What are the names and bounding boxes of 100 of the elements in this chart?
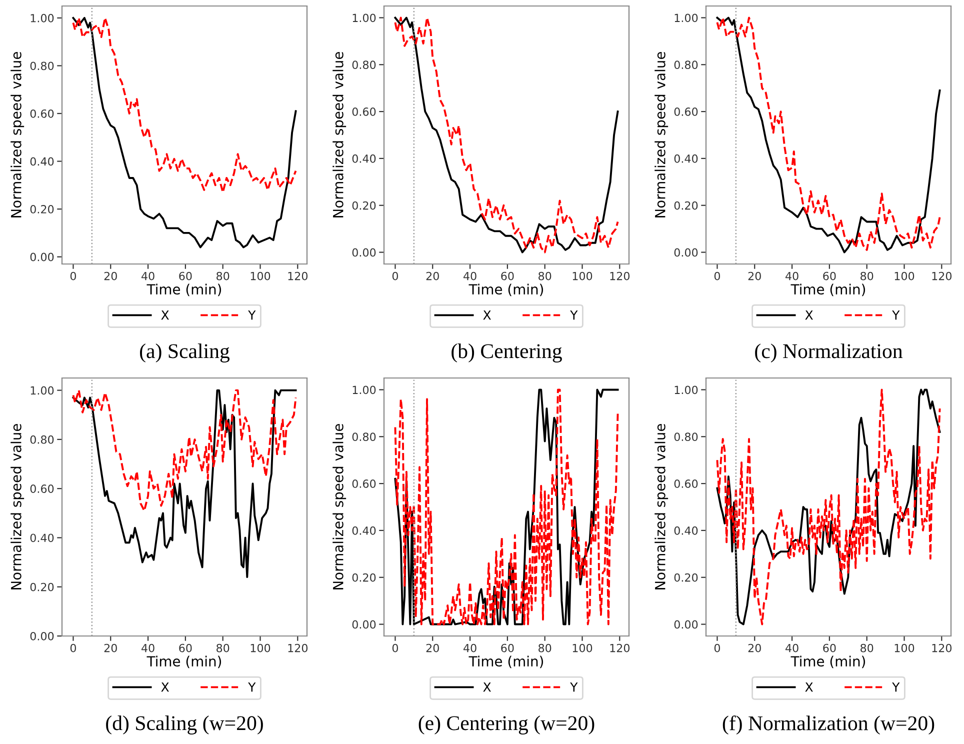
legend-label: Y [248,682,256,692]
text: (f) Normalization (w=20) [722,715,934,735]
y-tick-label: 1.00 [352,386,376,394]
line-series [716,388,941,626]
legend-label: X [805,682,813,692]
x-tick-label: 120 [288,644,308,652]
y-tick-label: 1.00 [352,14,376,22]
x-tick-label: 40 [464,644,476,652]
x-tick-label: 120 [932,644,952,652]
text: (a) Scaling [140,344,230,362]
y-axis-title: Normalized speed value [654,424,668,590]
x-tick-label: 100 [250,272,270,280]
y-tick-label: 0.60 [30,109,54,118]
legend-label: Y [570,682,578,692]
x-tick-label: 0 [392,644,398,652]
y-tick-label: 0.80 [30,62,54,70]
y-tick-label: 0.60 [674,108,698,116]
x-tick-label: 60 [823,272,836,280]
x-tick-label: 60 [179,272,192,280]
x-tick-label: 60 [179,644,192,652]
x-tick-label: 80 [860,272,874,280]
x-tick-label: 100 [572,644,592,652]
x-tick-label: 0 [714,272,720,280]
x-tick-label: 120 [288,272,308,280]
y-tick-label: 0.20 [352,573,376,582]
x-tick-label: 80 [216,644,230,652]
y-tick-label: 0.00 [30,632,54,640]
text: (e) Centering (w=20) [418,716,594,734]
legend-label: X [483,310,491,320]
x-tick-label: 40 [464,272,476,280]
x-tick-label: 80 [860,644,874,652]
y-tick-label: 0.60 [352,108,376,116]
x-tick-label: 80 [538,644,552,652]
x-tick-label: 80 [538,272,552,280]
legend-label: Y [892,310,900,320]
y-tick-label: 1.00 [674,386,698,394]
text: (c) Normalization [755,344,903,362]
x-tick-label: 80 [216,272,230,280]
y-tick-label: 0.20 [674,573,698,582]
x-tick-label: 100 [572,272,592,280]
y-tick-label: 0.80 [30,435,54,444]
y-tick-label: 1.00 [30,386,54,395]
x-tick-label: 40 [786,644,798,652]
y-tick-label: 0.00 [352,620,376,629]
x-tick-label: 20 [748,644,761,652]
y-axis-title: Normalized speed value [332,52,346,218]
legend-label: X [161,682,169,692]
x-axis-title: Time (min) [790,284,866,296]
y-tick-label: 0.40 [30,534,54,542]
legend-label: X [805,310,813,320]
x-tick-label: 20 [426,644,439,652]
y-tick-label: 0.20 [352,201,376,210]
x-tick-label: 0 [70,644,76,652]
y-tick-label: 0.60 [674,480,698,488]
x-axis-title: Time (min) [468,284,544,296]
text: (d) Scaling (w=20) [106,716,263,734]
y-axis-title: Normalized speed value [10,52,24,218]
x-tick-label: 120 [610,644,630,652]
y-tick-label: 1.00 [30,14,54,22]
x-tick-label: 120 [610,272,630,280]
x-tick-label: 0 [392,272,398,280]
line-series [72,389,297,578]
x-tick-label: 0 [70,272,76,280]
y-axis-title: Normalized speed value [10,424,24,590]
y-tick-label: 0.80 [674,60,698,70]
y-tick-label: 0.80 [674,432,698,442]
x-tick-label: 100 [250,644,270,652]
x-tick-label: 20 [426,272,439,280]
legend-label: X [483,682,491,692]
y-tick-label: 0.20 [30,582,54,592]
x-tick-label: 20 [104,272,117,280]
y-tick-label: 0.60 [352,480,376,488]
line-series [394,388,619,626]
line-series [72,389,297,512]
y-tick-label: 0.20 [674,201,698,210]
y-tick-label: 0.00 [674,620,698,629]
x-tick-label: 20 [748,272,761,280]
y-tick-label: 1.00 [674,14,698,22]
y-axis-title: Normalized speed value [332,424,346,590]
y-tick-label: 0.40 [30,157,54,166]
x-tick-label: 120 [932,272,952,280]
x-tick-label: 0 [714,644,720,652]
y-tick-label: 0.00 [674,248,698,257]
y-tick-label: 0.80 [352,432,376,442]
y-tick-label: 0.20 [30,205,54,214]
x-axis-title: Time (min) [146,656,222,668]
x-tick-label: 40 [786,272,798,280]
y-tick-label: 0.40 [352,154,376,163]
legend-label: Y [570,310,578,320]
x-tick-label: 60 [501,644,514,652]
x-tick-label: 40 [142,272,154,280]
x-axis-title: Time (min) [468,656,544,668]
y-axis-title: Normalized speed value [654,52,668,218]
x-tick-label: 60 [501,272,514,280]
y-tick-label: 0.80 [352,60,376,70]
text: (b) Centering [452,344,562,362]
x-tick-label: 100 [894,644,914,652]
line-series [72,16,297,194]
legend-label: X [161,310,169,320]
y-tick-label: 0.40 [674,154,698,163]
